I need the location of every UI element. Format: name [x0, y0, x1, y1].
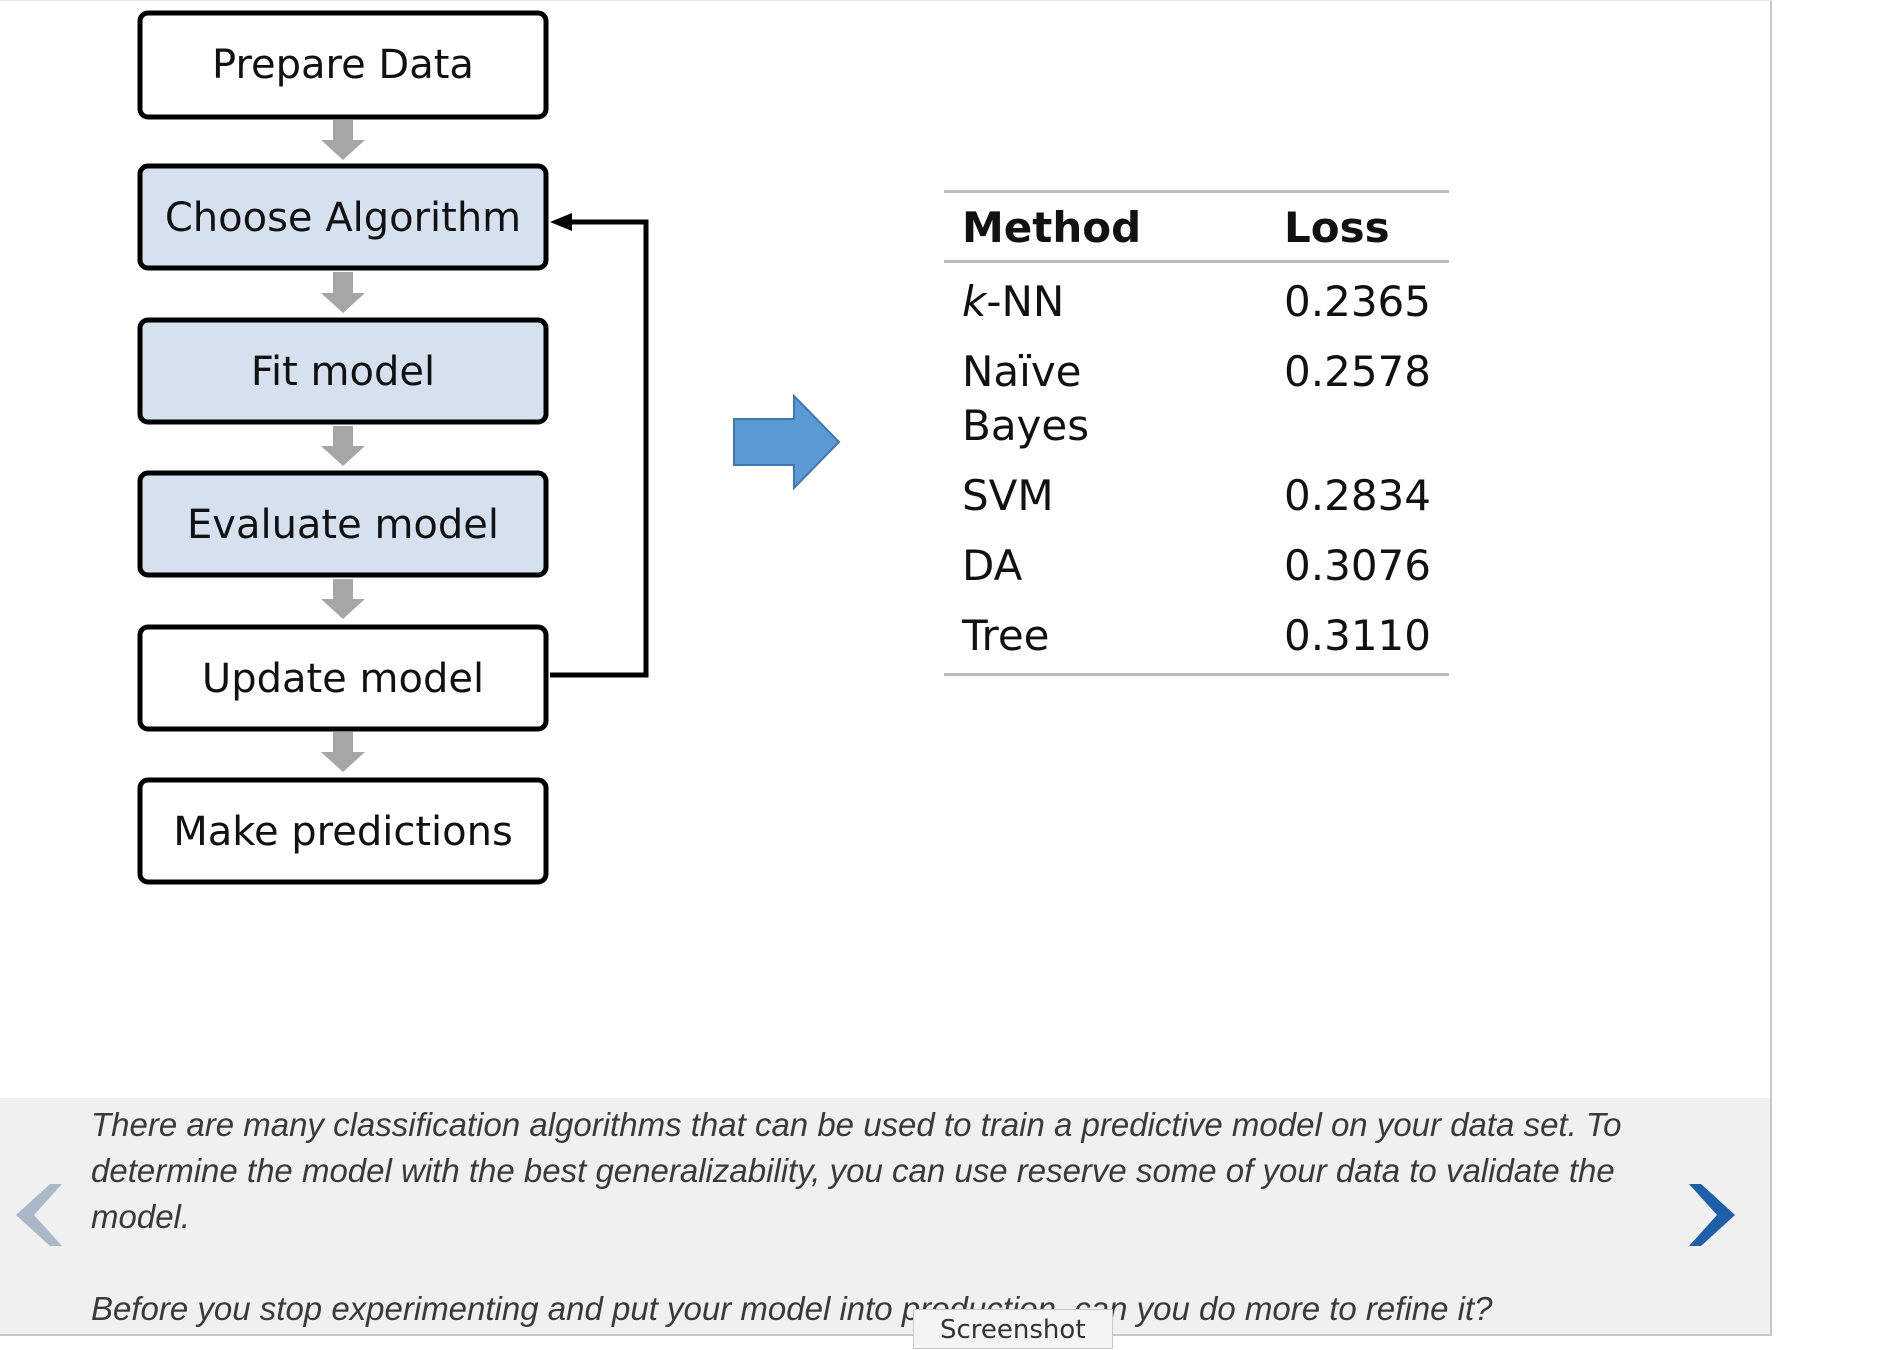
right-arrow-icon — [733, 393, 841, 491]
method-cell: DA — [944, 527, 1266, 597]
method-name: SVM — [962, 471, 1054, 520]
workflow-diagram: Prepare Data Choose Algorithm Fit model … — [137, 10, 841, 885]
caption-text: There are many classification algorithms… — [91, 1102, 1671, 1332]
down-arrow-icon — [321, 120, 365, 160]
loss-cell: 0.3110 — [1266, 597, 1449, 676]
chevron-left-icon — [16, 1184, 62, 1246]
down-arrow-icon — [321, 579, 365, 619]
step-label-make-predictions: Make predictions — [173, 809, 513, 855]
column-header-loss: Loss — [1266, 190, 1449, 263]
method-name: Naïve Bayes — [962, 347, 1090, 450]
method-cell: SVM — [944, 457, 1266, 527]
chevron-right-icon — [1689, 1184, 1735, 1246]
down-arrow-icon — [321, 272, 365, 313]
workflow-step-fit-model: Fit model — [137, 317, 549, 425]
method-cell: Naïve Bayes — [944, 333, 1266, 457]
workflow-step-evaluate-model: Evaluate model — [137, 470, 549, 578]
results-table: Method Loss k-NN 0.2365 Naïve Bayes 0.25… — [944, 190, 1449, 676]
feedback-loop-arrow — [550, 213, 649, 678]
table-row: DA 0.3076 — [944, 527, 1449, 597]
workflow-step-choose-algorithm: Choose Algorithm — [137, 163, 549, 271]
top-divider — [0, 0, 1772, 1]
caption-bar: There are many classification algorithms… — [0, 1098, 1770, 1334]
method-italic-part: k — [962, 277, 987, 326]
screenshot-tooltip: Screenshot — [913, 1309, 1113, 1349]
method-name: DA — [962, 541, 1023, 590]
table-row: SVM 0.2834 — [944, 457, 1449, 527]
column-header-method: Method — [944, 190, 1267, 263]
step-label-update-model: Update model — [202, 656, 484, 702]
method-name: -NN — [986, 277, 1065, 326]
loss-cell: 0.2834 — [1284, 471, 1431, 520]
loss-cell: 0.2578 — [1284, 347, 1431, 396]
previous-slide-button[interactable] — [6, 1180, 66, 1250]
next-slide-button[interactable] — [1685, 1180, 1745, 1250]
method-name: Tree — [962, 611, 1050, 660]
table-row: k-NN 0.2365 — [944, 262, 1449, 334]
table-header-row: Method Loss — [944, 190, 1449, 263]
loss-cell: 0.2365 — [1284, 277, 1431, 326]
step-label-prepare-data: Prepare Data — [212, 42, 474, 88]
workflow-step-make-predictions: Make predictions — [137, 777, 549, 885]
down-arrow-icon — [321, 732, 365, 772]
method-cell: k-NN — [944, 262, 1266, 334]
method-cell: Tree — [944, 597, 1267, 676]
step-label-choose-algorithm: Choose Algorithm — [165, 195, 521, 241]
loss-cell: 0.3076 — [1284, 541, 1431, 590]
workflow-step-prepare-data: Prepare Data — [137, 10, 549, 120]
slide-pane: Prepare Data Choose Algorithm Fit model … — [0, 0, 1772, 1336]
table-row: Tree 0.3110 — [944, 597, 1449, 676]
workflow-step-update-model: Update model — [137, 624, 549, 732]
down-arrow-icon — [321, 426, 365, 466]
caption-paragraph-1: There are many classification algorithms… — [91, 1106, 1622, 1235]
caption-paragraph-2: Before you stop experimenting and put yo… — [91, 1290, 1493, 1327]
step-label-evaluate-model: Evaluate model — [187, 502, 499, 548]
table-row: Naïve Bayes 0.2578 — [944, 333, 1449, 457]
step-label-fit-model: Fit model — [251, 349, 435, 395]
